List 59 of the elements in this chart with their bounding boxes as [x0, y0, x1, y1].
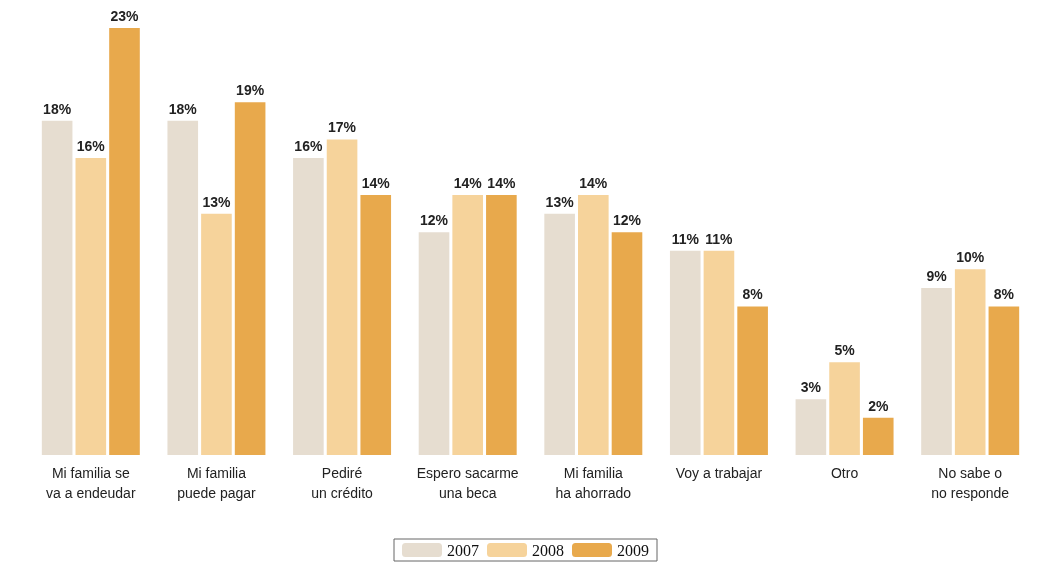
x-tick-label: Otro	[830, 465, 859, 481]
bar	[921, 287, 952, 455]
data-label: 14%	[487, 175, 516, 192]
bar	[703, 250, 735, 455]
bar	[452, 195, 483, 455]
bar	[862, 417, 894, 455]
data-label: 3%	[800, 379, 822, 396]
legend-label: 2007	[447, 541, 479, 559]
bar	[954, 269, 986, 455]
data-label: 13%	[545, 193, 575, 210]
bar	[360, 195, 392, 455]
bar	[418, 232, 450, 455]
bar	[167, 120, 199, 455]
x-tick-label: No sabe o no responde	[931, 465, 1010, 501]
data-label: 12%	[612, 212, 642, 229]
data-label: 2%	[868, 397, 889, 414]
bar	[109, 28, 140, 455]
data-label: 14%	[361, 175, 391, 192]
bar	[611, 232, 643, 455]
data-label: 14%	[579, 175, 608, 192]
bar	[293, 157, 324, 455]
x-tick-label: Espero sacarme una beca	[416, 465, 519, 501]
data-label: 14%	[453, 175, 483, 192]
data-label: 9%	[926, 267, 948, 284]
data-label: 19%	[236, 82, 265, 99]
bar	[41, 120, 73, 455]
bar	[829, 362, 860, 455]
x-tick-label: Mi familia se va a endeudar	[46, 465, 136, 501]
data-label: 11%	[671, 230, 700, 247]
data-label: 18%	[43, 100, 72, 117]
data-label: 16%	[76, 137, 106, 154]
bar	[737, 306, 768, 455]
data-label: 8%	[993, 286, 1015, 303]
bar	[578, 195, 609, 455]
data-label: 13%	[202, 193, 231, 210]
legend-label: 2009	[617, 541, 649, 559]
bar	[669, 250, 701, 455]
data-label: 16%	[294, 137, 323, 154]
data-label: 12%	[419, 212, 449, 229]
x-tick-label: Mi familia puede pagar	[177, 465, 257, 501]
data-label: 10%	[956, 249, 985, 266]
bar	[201, 213, 232, 455]
bar	[988, 306, 1020, 455]
x-tick-label: Voy a trabajar	[675, 465, 763, 481]
x-tick-label: Pediré un crédito	[311, 465, 374, 501]
bar	[234, 102, 266, 455]
bar	[795, 399, 827, 455]
data-label: 17%	[328, 119, 357, 136]
data-label: 8%	[742, 286, 764, 303]
legend-label: 2008	[532, 541, 564, 559]
data-label: 23%	[110, 8, 140, 24]
bar	[486, 195, 517, 455]
data-label: 11%	[705, 230, 734, 247]
data-label: 18%	[168, 100, 198, 117]
bar	[544, 213, 575, 455]
bar	[75, 157, 107, 455]
data-label: 5%	[834, 342, 856, 359]
bar	[326, 139, 358, 455]
x-tick-label: Mi familia ha ahorrado	[555, 465, 632, 501]
